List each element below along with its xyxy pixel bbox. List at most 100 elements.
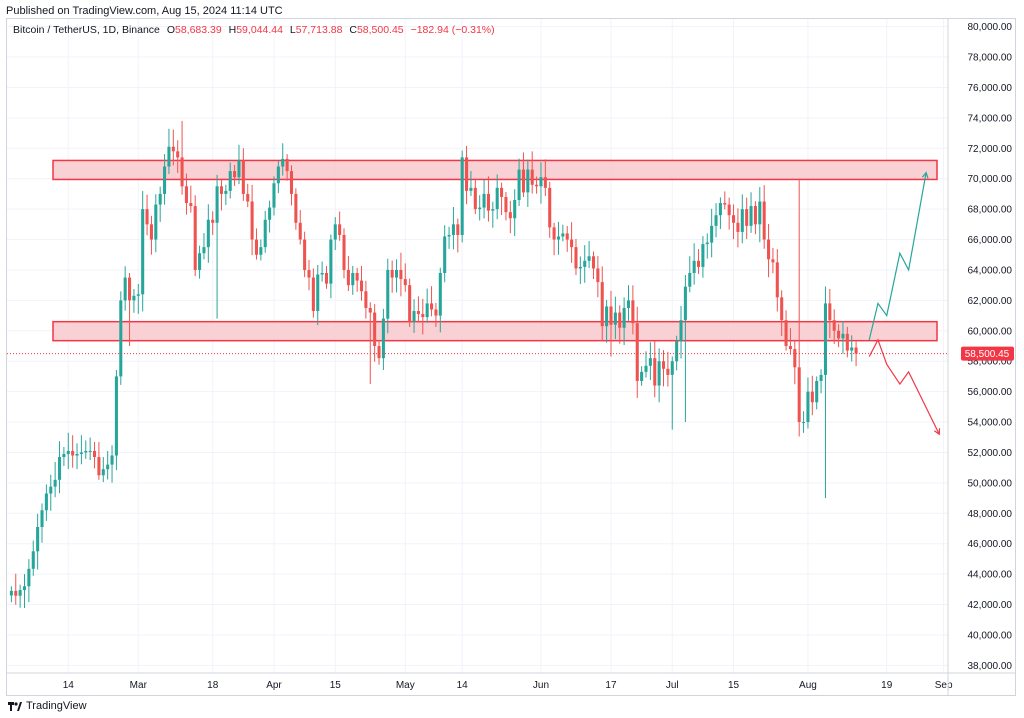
candle-body: [705, 242, 709, 245]
close-label: C: [349, 24, 357, 36]
candle-body: [491, 209, 495, 211]
candle-body: [307, 269, 311, 278]
candle-body: [530, 169, 534, 185]
candle-body: [819, 374, 823, 381]
x-tick-label: Mar: [130, 680, 148, 691]
change-value: −182.94 (−0.31%): [410, 24, 495, 36]
high-value: 59,044.44: [236, 24, 283, 36]
y-tick-label: 56,000.00: [968, 387, 1013, 398]
candle-body: [263, 219, 267, 248]
candle-body: [198, 253, 202, 270]
candle-body: [386, 269, 390, 319]
candle-body: [526, 169, 530, 193]
candle-body: [364, 291, 368, 308]
candle-body: [272, 183, 276, 208]
candle-body: [394, 269, 399, 278]
candle-body: [390, 269, 394, 278]
candle-body: [596, 268, 600, 283]
candle-body: [793, 349, 797, 368]
projection-path: [868, 338, 940, 435]
published-caption: Published on TradingView.com, Aug 15, 20…: [6, 5, 283, 17]
candle-body: [823, 303, 827, 375]
candle-body: [329, 239, 333, 284]
candle-body: [136, 294, 140, 296]
candle-body: [780, 297, 784, 321]
candle-body: [657, 361, 661, 386]
y-tick-label: 48,000.00: [968, 509, 1013, 520]
candle-body: [574, 247, 578, 269]
candle-body: [460, 157, 464, 235]
candle-body: [653, 358, 657, 386]
candle-body: [679, 320, 683, 342]
candle-body: [613, 312, 617, 325]
projection-arrowhead: [933, 428, 941, 436]
candle-body: [740, 209, 744, 232]
tradingview-brand[interactable]: TradingView: [8, 700, 87, 712]
candle-body: [486, 193, 490, 211]
symbol-title[interactable]: Bitcoin / TetherUS, 1D, Binance: [13, 24, 160, 36]
candle-body: [193, 206, 197, 270]
y-tick-label: 58,000.00: [968, 357, 1013, 368]
candle-body: [324, 272, 329, 284]
candle-body: [626, 300, 631, 308]
candle-body: [622, 307, 626, 328]
candle-body: [556, 236, 561, 240]
candle-body: [753, 206, 757, 225]
x-tick-label: 17: [605, 680, 617, 691]
candle-body: [412, 311, 416, 322]
candle-body: [97, 457, 101, 476]
candle-body: [206, 219, 210, 248]
candle-body: [850, 347, 854, 351]
candle-body: [438, 272, 442, 316]
candle-body: [565, 233, 569, 240]
x-tick-label: 15: [330, 680, 342, 691]
candle-body: [93, 450, 97, 458]
candle-body: [215, 186, 219, 223]
candle-body: [767, 239, 771, 260]
x-tick-label: May: [396, 680, 415, 691]
candle-body: [605, 306, 609, 327]
candle-body: [473, 187, 477, 210]
candle-body: [802, 422, 806, 424]
candle-body: [228, 171, 232, 191]
candle-body: [832, 320, 836, 331]
candle-body: [132, 295, 136, 301]
candle-body: [57, 457, 62, 480]
candle-body: [233, 171, 237, 178]
candle-body: [289, 171, 294, 194]
candle-body: [408, 285, 412, 322]
candle-body: [758, 201, 762, 225]
x-tick-label: 19: [881, 680, 893, 691]
candle-body: [285, 158, 289, 172]
candle-body: [521, 169, 525, 193]
y-tick-label: 78,000.00: [968, 53, 1013, 64]
candle-body: [254, 239, 259, 255]
candle-body: [666, 368, 670, 375]
candle-body: [456, 224, 460, 235]
candle-body: [22, 586, 27, 591]
tradingview-logo-icon: [8, 701, 22, 711]
y-tick-label: 50,000.00: [968, 478, 1013, 489]
y-tick-label: 42,000.00: [968, 600, 1013, 611]
candle-body: [845, 333, 849, 351]
y-tick-label: 74,000.00: [968, 113, 1013, 124]
y-tick-label: 72,000.00: [968, 144, 1013, 155]
candle-body: [333, 224, 337, 240]
candle-body: [119, 300, 123, 377]
candle-body: [583, 260, 587, 267]
candle-body: [342, 234, 346, 270]
y-tick-label: 52,000.00: [968, 448, 1013, 459]
candle-body: [443, 236, 447, 273]
candle-body: [14, 590, 18, 596]
candle-body: [211, 219, 215, 223]
candle-body: [9, 590, 13, 596]
candle-body: [548, 187, 552, 228]
candle-body: [797, 367, 801, 423]
candle-body: [517, 169, 521, 200]
candle-body: [670, 361, 674, 375]
candle-body: [416, 311, 420, 315]
candle-body: [110, 455, 114, 465]
candle-body: [500, 187, 504, 197]
y-tick-label: 76,000.00: [968, 83, 1013, 94]
